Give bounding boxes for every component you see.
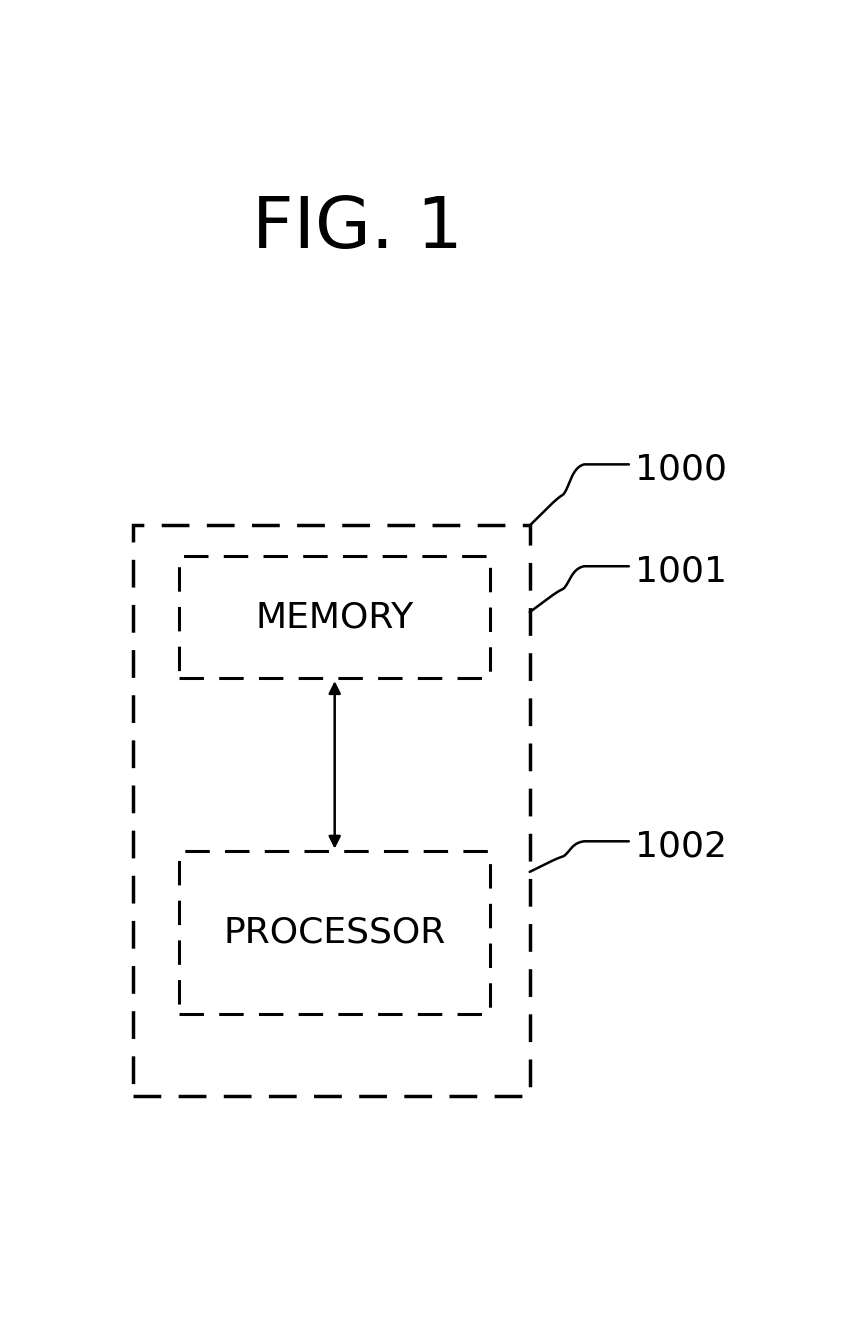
Bar [133,525,529,1095]
Text: PROCESSOR: PROCESSOR [223,916,446,950]
Text: FIG. 1: FIG. 1 [252,194,463,263]
Text: MEMORY: MEMORY [256,601,413,634]
FancyArrowPatch shape [330,684,339,845]
Bar [179,556,489,679]
Bar [179,852,489,1015]
Text: 1000: 1000 [635,452,727,487]
Text: 1002: 1002 [635,830,727,864]
Text: 1001: 1001 [635,554,727,589]
